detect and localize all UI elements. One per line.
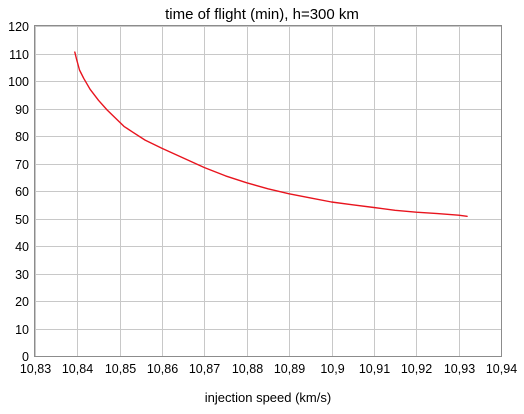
y-tick-labels: 0 10 20 30 40 50 60 70 80 90 100 110 120 bbox=[8, 20, 29, 364]
x-tick-label: 10,91 bbox=[359, 362, 390, 376]
x-tick-label: 10,93 bbox=[444, 362, 475, 376]
series-line bbox=[74, 51, 468, 218]
y-tick-label: 110 bbox=[9, 48, 29, 62]
y-tick-label: 120 bbox=[8, 20, 29, 34]
y-tick-label: 70 bbox=[15, 158, 29, 172]
x-tick-label: 10,83 bbox=[20, 362, 51, 376]
x-axis-label: injection speed (km/s) bbox=[205, 390, 331, 405]
x-tick-label: 10,86 bbox=[147, 362, 178, 376]
chart-title: time of flight (min), h=300 km bbox=[165, 6, 359, 23]
y-tick-label: 50 bbox=[15, 213, 29, 227]
x-tick-label: 10,84 bbox=[62, 362, 93, 376]
y-tick-label: 40 bbox=[15, 240, 29, 254]
y-tick-label: 20 bbox=[15, 295, 29, 309]
plot-frame bbox=[34, 25, 502, 357]
y-tick-label: 60 bbox=[15, 185, 29, 199]
x-tick-label: 10,89 bbox=[274, 362, 305, 376]
y-tick-label: 30 bbox=[15, 268, 29, 282]
grid bbox=[35, 26, 502, 357]
x-tick-label: 10,87 bbox=[189, 362, 220, 376]
x-tick-label: 10,88 bbox=[232, 362, 263, 376]
y-tick-label: 80 bbox=[15, 130, 29, 144]
x-tick-label: 10,92 bbox=[401, 362, 432, 376]
y-tick-label: 100 bbox=[8, 75, 29, 89]
y-tick-label: 0 bbox=[22, 350, 29, 364]
y-tick-label: 90 bbox=[15, 103, 29, 117]
series-layer bbox=[74, 51, 468, 218]
x-tick-label: 10,94 bbox=[486, 362, 517, 376]
x-tick-label: 10,9 bbox=[320, 362, 344, 376]
y-tick-label: 10 bbox=[15, 323, 29, 337]
x-tick-label: 10,85 bbox=[105, 362, 136, 376]
x-tick-labels: 10,83 10,84 10,85 10,86 10,87 10,88 10,89 10,9 1… bbox=[20, 362, 517, 376]
